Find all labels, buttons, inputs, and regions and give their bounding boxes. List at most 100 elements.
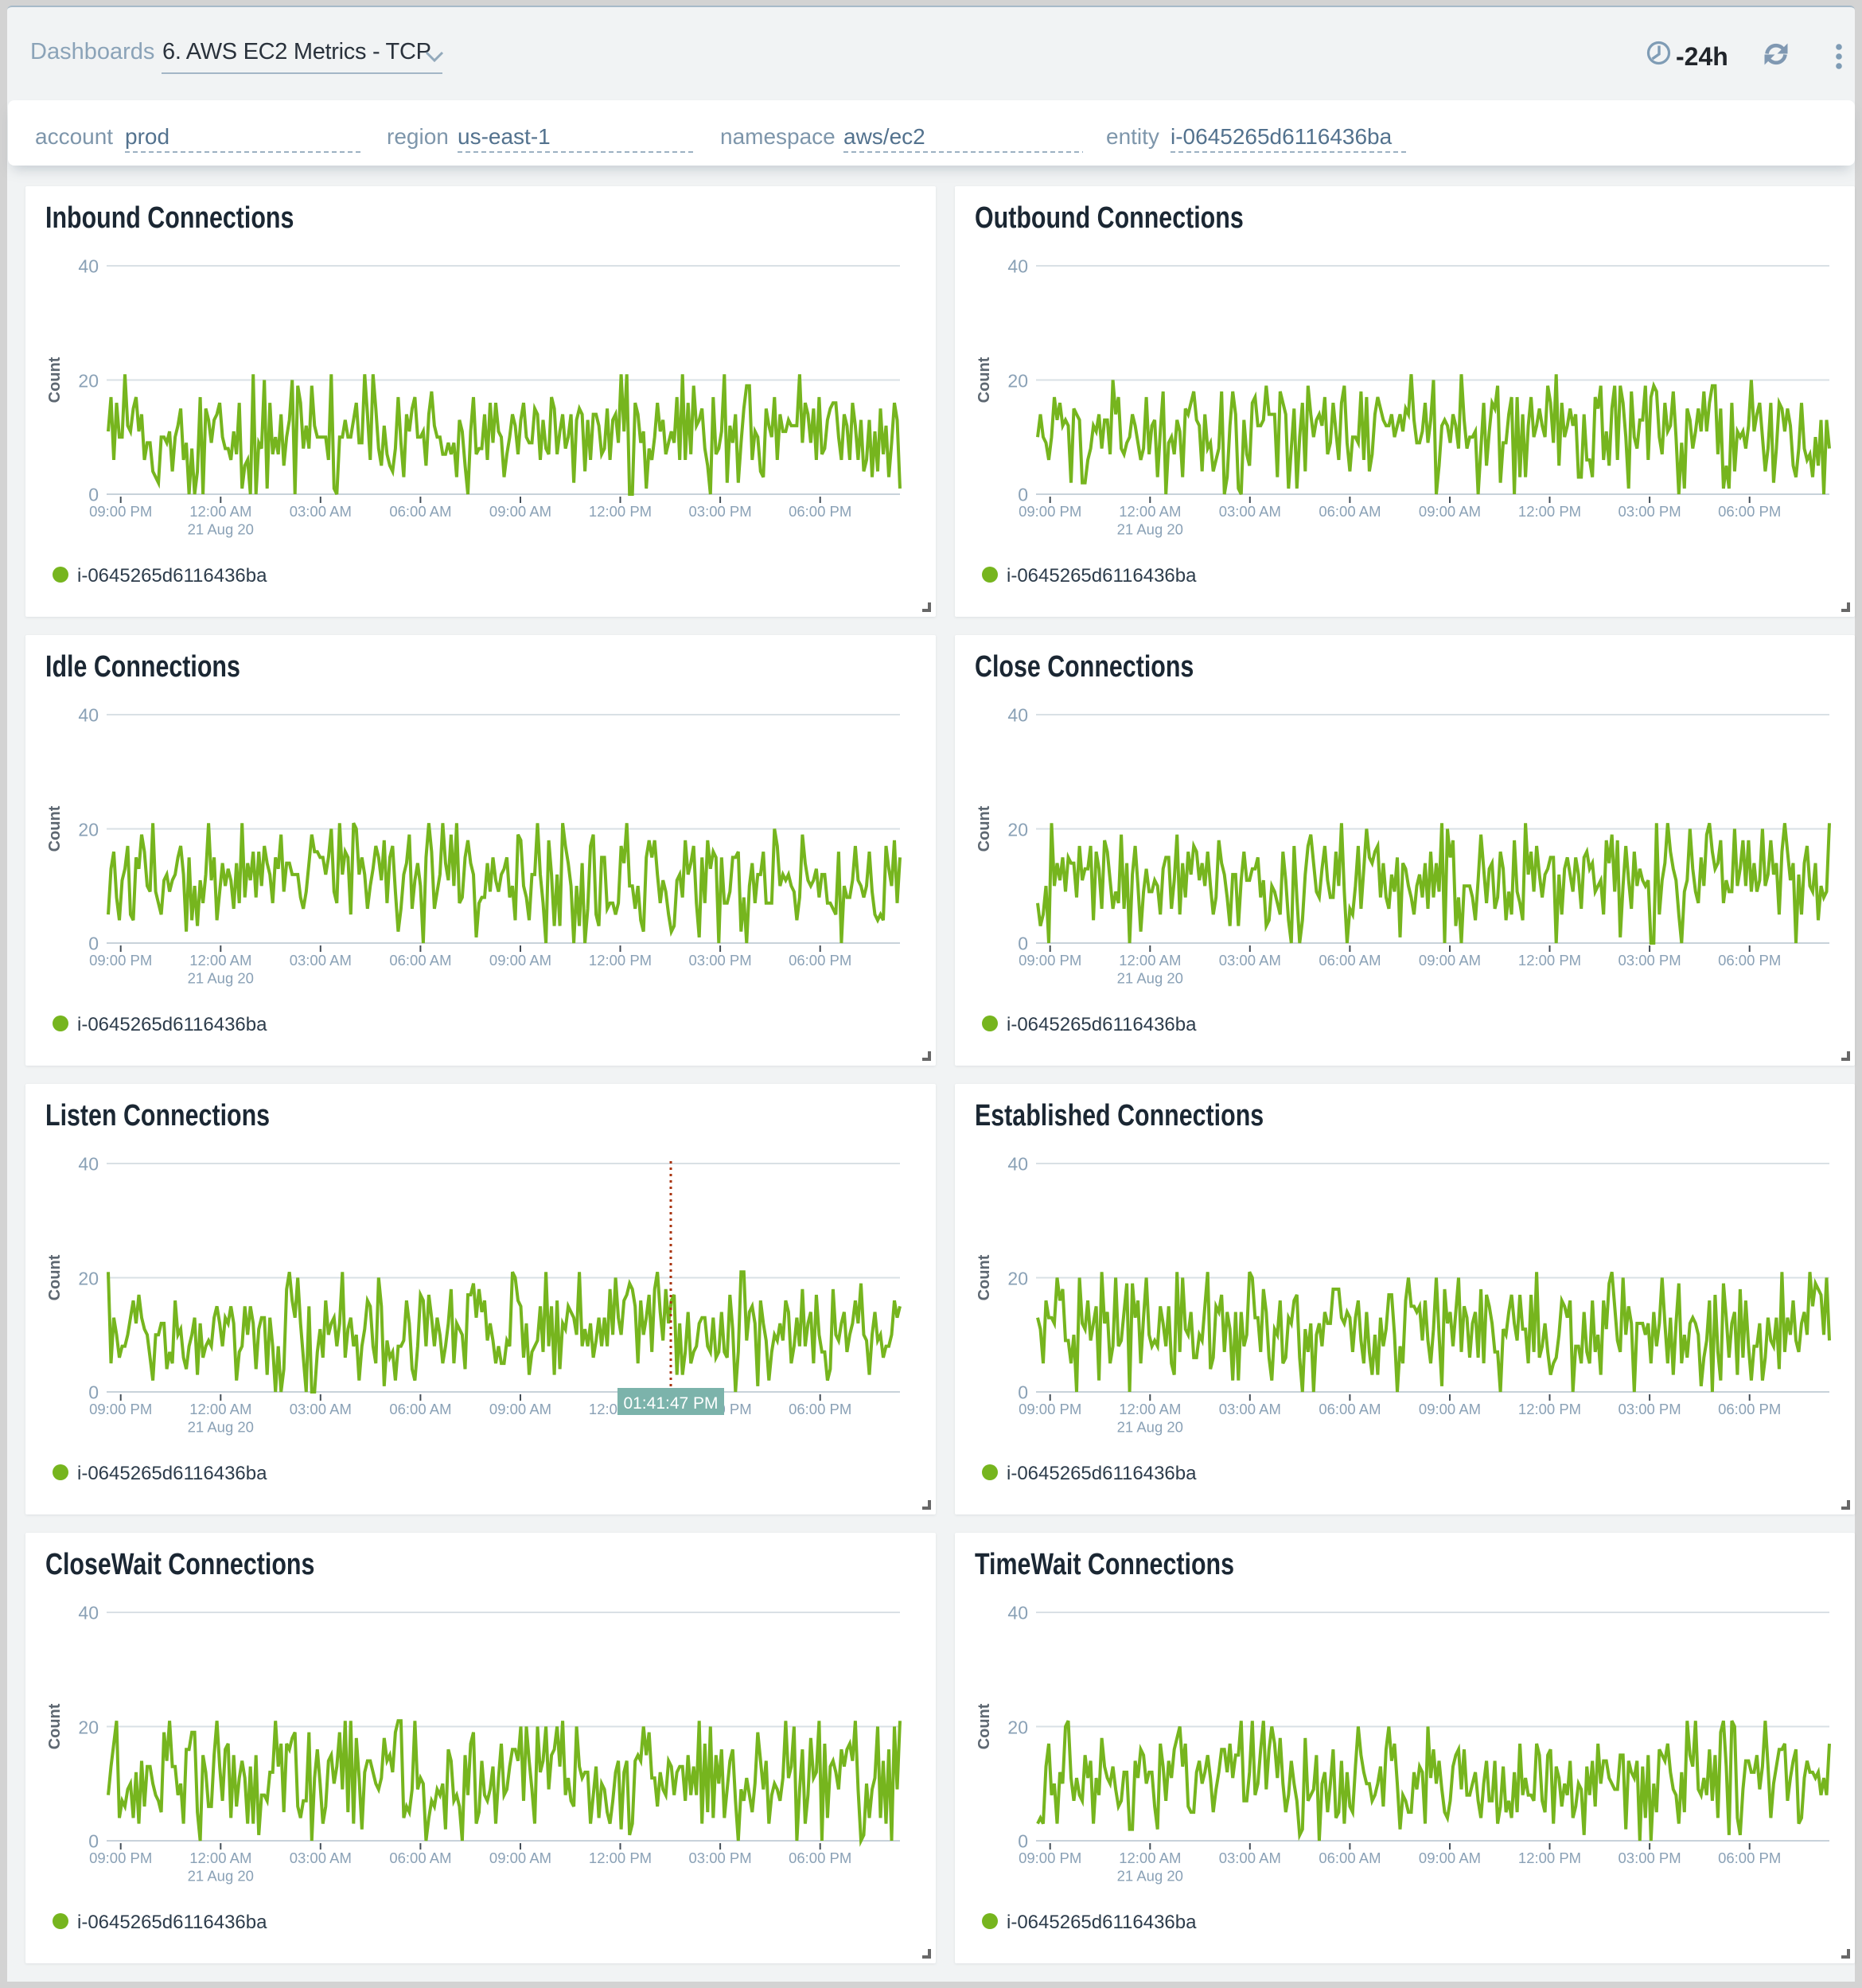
svg-text:09:00 AM: 09:00 AM bbox=[489, 952, 551, 969]
svg-text:Count: Count bbox=[976, 805, 993, 852]
svg-text:21 Aug 20: 21 Aug 20 bbox=[188, 1419, 254, 1436]
svg-text:20: 20 bbox=[1007, 1268, 1028, 1288]
svg-text:03:00 PM: 03:00 PM bbox=[689, 503, 752, 520]
svg-text:0: 0 bbox=[88, 484, 99, 505]
svg-text:06:00 AM: 06:00 AM bbox=[1319, 1401, 1381, 1417]
svg-text:03:00 PM: 03:00 PM bbox=[1619, 952, 1681, 969]
svg-text:06:00 AM: 06:00 AM bbox=[1319, 1850, 1381, 1866]
svg-text:03:00 AM: 03:00 AM bbox=[1219, 1401, 1281, 1417]
svg-text:Count: Count bbox=[46, 357, 64, 403]
svg-text:06:00 AM: 06:00 AM bbox=[389, 952, 451, 969]
svg-text:12:00 AM: 12:00 AM bbox=[1119, 1401, 1181, 1417]
svg-text:06:00 PM: 06:00 PM bbox=[789, 952, 851, 969]
svg-text:03:00 AM: 03:00 AM bbox=[1219, 503, 1281, 520]
svg-text:21 Aug 20: 21 Aug 20 bbox=[188, 1868, 254, 1885]
svg-text:06:00 PM: 06:00 PM bbox=[1718, 1850, 1781, 1866]
svg-text:12:00 PM: 12:00 PM bbox=[1518, 952, 1581, 969]
svg-text:Count: Count bbox=[976, 1254, 993, 1300]
svg-text:03:00 AM: 03:00 AM bbox=[290, 1401, 352, 1417]
svg-text:40: 40 bbox=[1007, 1153, 1028, 1174]
svg-text:0: 0 bbox=[88, 1830, 99, 1851]
svg-text:12:00 PM: 12:00 PM bbox=[589, 952, 652, 969]
svg-text:0: 0 bbox=[1018, 1830, 1028, 1851]
svg-text:20: 20 bbox=[78, 370, 99, 391]
svg-text:20: 20 bbox=[1007, 1717, 1028, 1737]
svg-text:06:00 AM: 06:00 AM bbox=[1319, 952, 1381, 969]
svg-text:01:41:47 PM: 01:41:47 PM bbox=[623, 1394, 718, 1413]
svg-text:09:00 PM: 09:00 PM bbox=[1019, 503, 1081, 520]
svg-text:40: 40 bbox=[78, 704, 99, 725]
svg-text:0: 0 bbox=[88, 933, 99, 953]
svg-text:03:00 PM: 03:00 PM bbox=[1619, 1401, 1681, 1417]
svg-text:20: 20 bbox=[78, 1717, 99, 1737]
svg-text:12:00 PM: 12:00 PM bbox=[589, 1850, 652, 1866]
svg-text:40: 40 bbox=[1007, 704, 1028, 725]
svg-text:09:00 AM: 09:00 AM bbox=[1419, 952, 1481, 969]
svg-text:09:00 AM: 09:00 AM bbox=[489, 1850, 551, 1866]
svg-text:0: 0 bbox=[1018, 484, 1028, 505]
svg-text:06:00 PM: 06:00 PM bbox=[789, 1401, 851, 1417]
svg-text:40: 40 bbox=[1007, 1602, 1028, 1623]
svg-text:21 Aug 20: 21 Aug 20 bbox=[1117, 521, 1183, 538]
svg-text:09:00 AM: 09:00 AM bbox=[489, 503, 551, 520]
svg-text:12:00 AM: 12:00 AM bbox=[189, 1401, 251, 1417]
svg-text:03:00 PM: 03:00 PM bbox=[1619, 503, 1681, 520]
svg-text:09:00 PM: 09:00 PM bbox=[1019, 952, 1081, 969]
svg-text:09:00 PM: 09:00 PM bbox=[1019, 1401, 1081, 1417]
svg-text:20: 20 bbox=[1007, 819, 1028, 840]
svg-text:12:00 PM: 12:00 PM bbox=[1518, 1850, 1581, 1866]
svg-text:03:00 PM: 03:00 PM bbox=[689, 952, 752, 969]
svg-text:21 Aug 20: 21 Aug 20 bbox=[188, 521, 254, 538]
svg-text:12:00 PM: 12:00 PM bbox=[1518, 1401, 1581, 1417]
svg-text:12:00 AM: 12:00 AM bbox=[189, 503, 251, 520]
svg-text:09:00 AM: 09:00 AM bbox=[489, 1401, 551, 1417]
svg-text:06:00 PM: 06:00 PM bbox=[1718, 1401, 1781, 1417]
svg-text:06:00 PM: 06:00 PM bbox=[789, 1850, 851, 1866]
svg-text:21 Aug 20: 21 Aug 20 bbox=[188, 970, 254, 987]
svg-text:03:00 AM: 03:00 AM bbox=[290, 1850, 352, 1866]
svg-text:20: 20 bbox=[1007, 370, 1028, 391]
svg-text:09:00 PM: 09:00 PM bbox=[89, 1401, 152, 1417]
svg-text:06:00 AM: 06:00 AM bbox=[389, 1850, 451, 1866]
svg-text:06:00 AM: 06:00 AM bbox=[389, 1401, 451, 1417]
svg-text:Count: Count bbox=[46, 1254, 64, 1300]
svg-text:21 Aug 20: 21 Aug 20 bbox=[1117, 1419, 1183, 1436]
svg-text:21 Aug 20: 21 Aug 20 bbox=[1117, 970, 1183, 987]
svg-text:0: 0 bbox=[88, 1382, 99, 1402]
svg-text:0: 0 bbox=[1018, 933, 1028, 953]
svg-text:06:00 AM: 06:00 AM bbox=[389, 503, 451, 520]
svg-text:21 Aug 20: 21 Aug 20 bbox=[1117, 1868, 1183, 1885]
svg-text:40: 40 bbox=[1007, 255, 1028, 276]
svg-text:03:00 AM: 03:00 AM bbox=[1219, 952, 1281, 969]
svg-text:40: 40 bbox=[78, 255, 99, 276]
svg-text:Count: Count bbox=[976, 357, 993, 403]
svg-text:12:00 AM: 12:00 AM bbox=[189, 1850, 251, 1866]
svg-text:03:00 AM: 03:00 AM bbox=[290, 952, 352, 969]
svg-text:03:00 PM: 03:00 PM bbox=[689, 1850, 752, 1866]
svg-text:Count: Count bbox=[976, 1703, 993, 1749]
svg-text:20: 20 bbox=[78, 1268, 99, 1288]
svg-text:03:00 AM: 03:00 AM bbox=[1219, 1850, 1281, 1866]
svg-text:06:00 PM: 06:00 PM bbox=[789, 503, 851, 520]
svg-text:12:00 PM: 12:00 PM bbox=[589, 503, 652, 520]
svg-text:06:00 PM: 06:00 PM bbox=[1718, 952, 1781, 969]
svg-text:09:00 AM: 09:00 AM bbox=[1419, 1401, 1481, 1417]
svg-text:12:00 PM: 12:00 PM bbox=[1518, 503, 1581, 520]
svg-text:12:00 AM: 12:00 AM bbox=[1119, 1850, 1181, 1866]
svg-text:06:00 PM: 06:00 PM bbox=[1718, 503, 1781, 520]
svg-text:12:00 AM: 12:00 AM bbox=[1119, 503, 1181, 520]
svg-text:12:00 AM: 12:00 AM bbox=[189, 952, 251, 969]
svg-text:03:00 AM: 03:00 AM bbox=[290, 503, 352, 520]
svg-text:40: 40 bbox=[78, 1602, 99, 1623]
svg-text:09:00 PM: 09:00 PM bbox=[89, 503, 152, 520]
svg-text:09:00 AM: 09:00 AM bbox=[1419, 503, 1481, 520]
svg-text:09:00 AM: 09:00 AM bbox=[1419, 1850, 1481, 1866]
svg-text:12:00 AM: 12:00 AM bbox=[1119, 952, 1181, 969]
svg-text:0: 0 bbox=[1018, 1382, 1028, 1402]
svg-text:Count: Count bbox=[46, 805, 64, 852]
svg-text:20: 20 bbox=[78, 819, 99, 840]
svg-text:09:00 PM: 09:00 PM bbox=[89, 1850, 152, 1866]
svg-text:40: 40 bbox=[78, 1153, 99, 1174]
svg-text:03:00 PM: 03:00 PM bbox=[1619, 1850, 1681, 1866]
svg-text:09:00 PM: 09:00 PM bbox=[89, 952, 152, 969]
